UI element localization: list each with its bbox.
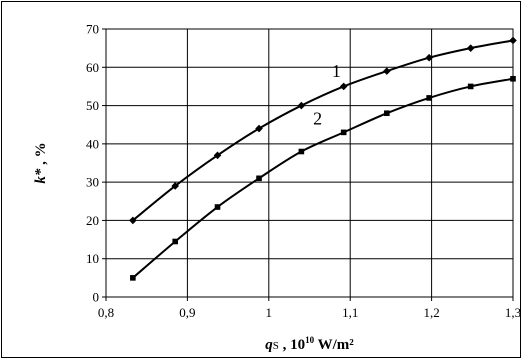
series-line (132, 39, 514, 222)
data-point (467, 83, 474, 90)
x-tick-label: 1,2 (423, 305, 439, 320)
data-point (213, 151, 222, 160)
y-tick-label: 70 (86, 22, 99, 37)
x-tick-label: 0,9 (179, 305, 195, 320)
x-tick-label: 1,1 (342, 305, 358, 320)
data-point (214, 204, 221, 210)
data-point (510, 75, 516, 82)
x-axis-title: qS , 1010 W/m² (265, 335, 354, 353)
data-point (340, 129, 347, 136)
y-tick-label: 10 (86, 251, 99, 266)
data-point (129, 216, 137, 225)
axes (102, 28, 514, 301)
tick-labels: 0 10 20 30 40 50 60 70 0,8 0,9 1 1,1 1,2 1,3 1 2 (86, 22, 521, 321)
y-tick-label: 40 (86, 136, 99, 151)
y-tick-label: 50 (86, 98, 99, 113)
series-line (132, 77, 514, 279)
data-point (384, 110, 390, 117)
series-2 (130, 75, 516, 281)
data-point (298, 148, 305, 155)
data-point (509, 36, 517, 45)
y-tick-label: 20 (86, 213, 99, 228)
x-tick-label: 1 (266, 305, 273, 320)
y-tick-label: 60 (86, 60, 99, 75)
data-point (383, 67, 391, 75)
data-point (256, 175, 262, 182)
plot-area (105, 28, 514, 298)
data-point (425, 53, 433, 62)
data-point (171, 182, 179, 190)
curve-label: 1 (332, 61, 341, 81)
y-axis-title: k* , % (33, 142, 49, 183)
data-point (255, 124, 263, 133)
data-point (130, 275, 136, 281)
series-1 (129, 36, 517, 225)
data-point (172, 238, 178, 245)
grid-lines (105, 28, 514, 298)
data-point (297, 101, 306, 110)
x-tick-label: 0,8 (98, 305, 114, 320)
y-tick-label: 0 (93, 290, 100, 305)
data-point (466, 44, 475, 52)
data-point (339, 82, 348, 91)
data-point (426, 95, 432, 101)
series-group (129, 36, 517, 281)
curve-label: 2 (313, 109, 322, 129)
y-tick-label: 30 (86, 175, 99, 190)
x-tick-label: 1,3 (505, 305, 521, 320)
